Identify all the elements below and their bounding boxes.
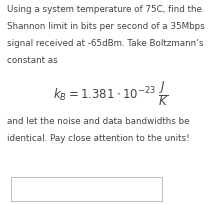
Text: constant as: constant as	[7, 56, 57, 65]
Text: signal received at -65dBm. Take Boltzmann’s: signal received at -65dBm. Take Boltzman…	[7, 39, 203, 48]
Text: identical. Pay close attention to the units!: identical. Pay close attention to the un…	[7, 134, 189, 143]
FancyBboxPatch shape	[11, 177, 162, 201]
Text: Shannon limit in bits per second of a 35Mbps: Shannon limit in bits per second of a 35…	[7, 22, 204, 31]
Text: and let the noise and data bandwidths be: and let the noise and data bandwidths be	[7, 117, 189, 126]
Text: $k_B = 1.381 \cdot 10^{-23}\ \dfrac{J}{K}$: $k_B = 1.381 \cdot 10^{-23}\ \dfrac{J}{K…	[53, 79, 169, 108]
Text: Using a system temperature of 75C, find the: Using a system temperature of 75C, find …	[7, 5, 202, 14]
